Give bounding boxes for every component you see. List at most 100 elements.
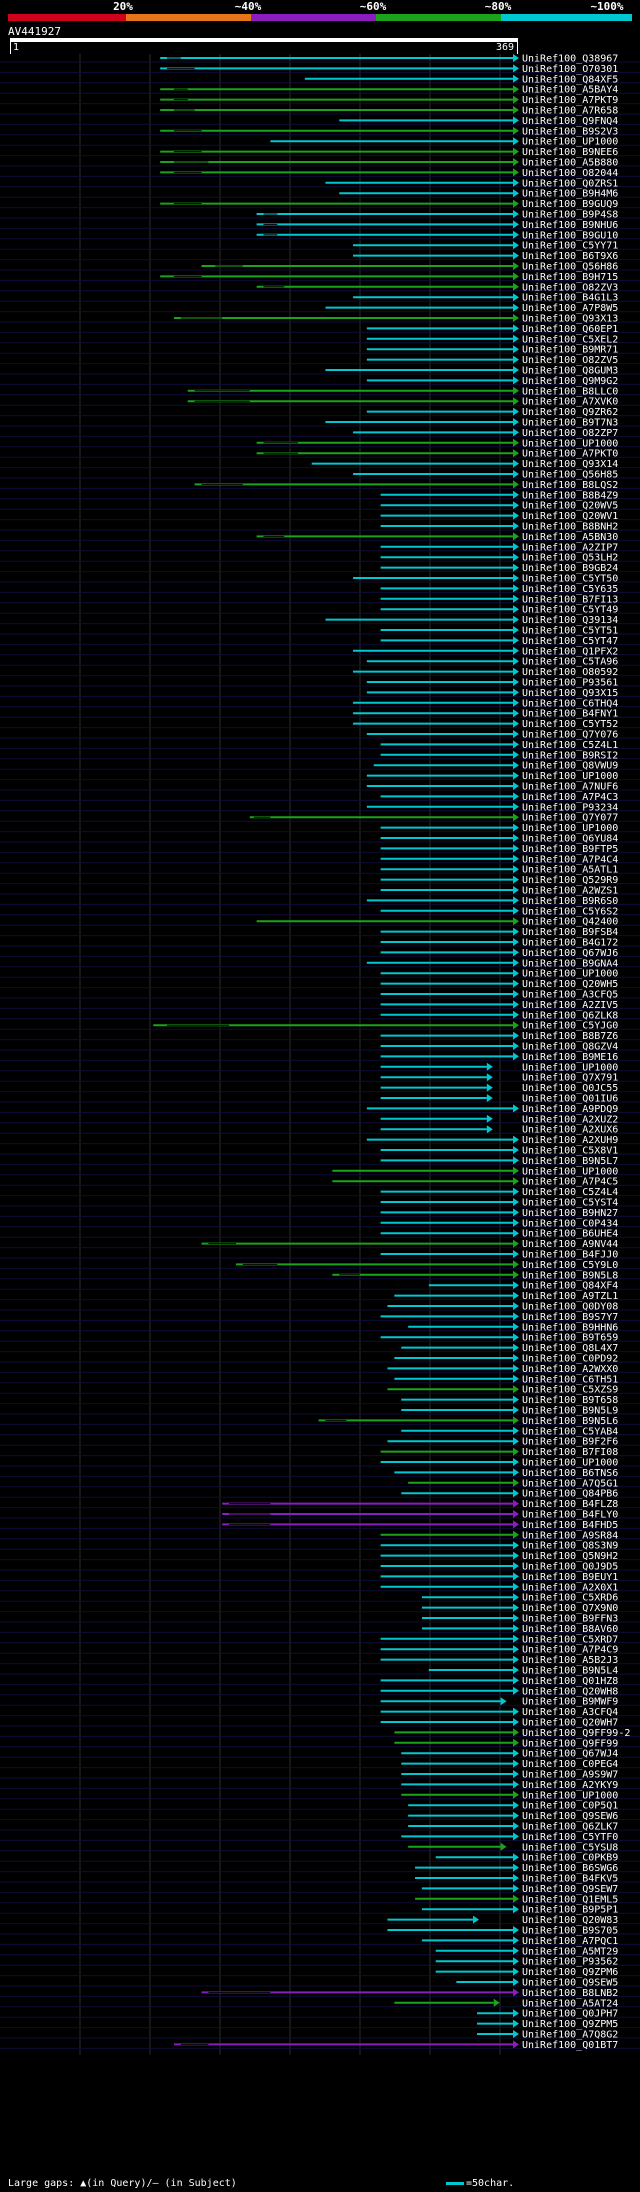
hit-row[interactable]: UniRef100_A2YKY9 [401,1780,618,1791]
hit-label[interactable]: UniRef100_Q01BT7 [522,2040,618,2051]
hit-row[interactable]: UniRef100_C5YSU8 [408,1842,618,1853]
hit-label[interactable]: UniRef100_C0PKB9 [522,1853,618,1864]
hit-row[interactable]: UniRef100_B9N5L8 [332,1270,618,1281]
hit-row[interactable]: UniRef100_UP1000 [380,1062,619,1073]
hit-label[interactable]: UniRef100_Q38967 [522,54,618,65]
hit-label[interactable]: UniRef100_A5ATL1 [522,865,618,876]
hit-row[interactable]: UniRef100_A7Q5G1 [408,1478,618,1489]
hit-row[interactable]: UniRef100_B9GNA4 [366,958,618,969]
hit-label[interactable]: UniRef100_Q93X15 [522,688,618,699]
hit-label[interactable]: UniRef100_A9SR84 [522,1530,618,1541]
hit-row[interactable]: UniRef100_A5BN30 [256,532,619,543]
hit-row[interactable]: UniRef100_Q1PFX2 [353,646,618,657]
hit-row[interactable]: UniRef100_Q0ZRS1 [325,178,618,189]
hit-label[interactable]: UniRef100_A9TZL1 [522,1291,618,1302]
hit-row[interactable]: UniRef100_B6SWG6 [415,1863,618,1874]
hit-label[interactable]: UniRef100_UP1000 [522,438,618,449]
hit-row[interactable]: UniRef100_C5YJG0 [153,1021,618,1032]
hit-label[interactable]: UniRef100_A9NV44 [522,1239,618,1250]
hit-label[interactable]: UniRef100_B9F2F6 [522,1437,618,1448]
hit-row[interactable]: UniRef100_A7P4C4 [380,854,619,865]
hit-label[interactable]: UniRef100_A2XUH9 [522,1135,618,1146]
hit-row[interactable]: UniRef100_Q7Y076 [366,730,618,741]
hit-label[interactable]: UniRef100_Q1EML5 [522,1894,618,1905]
hit-row[interactable]: UniRef100_A7XVK0 [187,397,619,408]
hit-row[interactable]: UniRef100_B6T9X6 [353,251,618,262]
hit-label[interactable]: UniRef100_Q8GUM3 [522,366,618,377]
hit-row[interactable]: UniRef100_C5XRD7 [380,1634,619,1645]
hit-label[interactable]: UniRef100_A5AT24 [522,1998,618,2009]
hit-row[interactable]: UniRef100_O70301 [160,64,618,75]
hit-row[interactable]: UniRef100_Q0JC55 [380,1083,619,1094]
hit-row[interactable]: UniRef100_B9ME16 [380,1052,619,1063]
hit-row[interactable]: UniRef100_B9S705 [387,1926,618,1937]
hit-label[interactable]: UniRef100_A7PKT9 [522,95,618,106]
hit-label[interactable]: UniRef100_Q529R9 [522,875,618,886]
hit-label[interactable]: UniRef100_C5YT51 [522,626,618,637]
hit-row[interactable]: UniRef100_B6UHE4 [380,1229,619,1240]
hit-label[interactable]: UniRef100_B7FI08 [522,1447,618,1458]
hit-label[interactable]: UniRef100_A3CFQ5 [522,990,618,1001]
hit-row[interactable]: UniRef100_B9HN27 [380,1208,619,1219]
hit-label[interactable]: UniRef100_Q93X14 [522,459,618,470]
hit-label[interactable]: UniRef100_Q9FNQ4 [522,116,618,127]
hit-label[interactable]: UniRef100_Q53LH2 [522,553,618,564]
hit-label[interactable]: UniRef100_Q84PB6 [522,1489,618,1500]
hit-label[interactable]: UniRef100_B4G1L3 [522,293,618,304]
hit-label[interactable]: UniRef100_B9N5L7 [522,1156,618,1167]
hit-row[interactable]: UniRef100_B9GU10 [256,230,619,241]
hit-row[interactable]: UniRef100_A9TZL1 [394,1291,618,1302]
hit-row[interactable]: UniRef100_Q9ZR62 [366,407,618,418]
hit-row[interactable]: UniRef100_A5B880 [160,158,618,169]
hit-row[interactable]: UniRef100_UP1000 [270,137,618,148]
hit-row[interactable]: UniRef100_A7PQC1 [421,1936,618,1947]
hit-row[interactable]: UniRef100_B4FLY0 [222,1510,618,1521]
hit-row[interactable]: UniRef100_B4FKV5 [415,1874,618,1885]
hit-label[interactable]: UniRef100_A7P8W5 [522,303,618,314]
hit-row[interactable]: UniRef100_A2WZS1 [380,886,619,897]
hit-label[interactable]: UniRef100_Q0JPH7 [522,2009,618,2020]
hit-row[interactable]: UniRef100_Q20WH7 [380,1718,619,1729]
hit-row[interactable]: UniRef100_A7P4C5 [332,1177,618,1188]
hit-row[interactable]: UniRef100_B9S7Y7 [380,1312,619,1323]
hit-row[interactable]: UniRef100_A9NV44 [201,1239,619,1250]
hit-row[interactable]: UniRef100_Q7X9N0 [421,1603,618,1614]
hit-row[interactable]: UniRef100_A5B2J3 [380,1655,619,1666]
hit-label[interactable]: UniRef100_A5B880 [522,158,618,169]
hit-label[interactable]: UniRef100_Q20W83 [522,1915,618,1926]
hit-label[interactable]: UniRef100_B6SWG6 [522,1863,618,1874]
hit-row[interactable]: UniRef100_Q7X791 [380,1073,619,1084]
hit-label[interactable]: UniRef100_B9FTP5 [522,844,618,855]
hit-label[interactable]: UniRef100_Q9M9G2 [522,376,618,387]
hit-row[interactable]: UniRef100_B9FFN3 [421,1614,618,1625]
hit-row[interactable]: UniRef100_B8LLC0 [187,386,619,397]
hit-label[interactable]: UniRef100_C6THQ4 [522,698,618,709]
hit-row[interactable]: UniRef100_A5AT24 [394,1998,618,2009]
hit-row[interactable]: UniRef100_C5XEL2 [366,334,618,345]
hit-label[interactable]: UniRef100_C0PEG4 [522,1759,618,1770]
hit-label[interactable]: UniRef100_B8BNH2 [522,522,618,533]
hit-label[interactable]: UniRef100_Q9ZR62 [522,407,618,418]
hit-label[interactable]: UniRef100_C5TA96 [522,657,618,668]
hit-label[interactable]: UniRef100_B9P5P1 [522,1905,618,1916]
hit-label[interactable]: UniRef100_Q20WV1 [522,511,618,522]
hit-label[interactable]: UniRef100_B9EUY1 [522,1572,618,1583]
hit-label[interactable]: UniRef100_P93562 [522,1957,618,1968]
hit-row[interactable]: UniRef100_B9NHU6 [256,220,619,231]
hit-row[interactable]: UniRef100_Q93X13 [173,314,618,325]
hit-label[interactable]: UniRef100_B4FLZ8 [522,1499,618,1510]
hit-row[interactable]: UniRef100_B9S2V3 [160,126,618,137]
hit-row[interactable]: UniRef100_C0P5Q1 [408,1801,618,1812]
hit-label[interactable]: UniRef100_C0P5Q1 [522,1801,618,1812]
hit-row[interactable]: UniRef100_B9FSB4 [380,927,619,938]
hit-label[interactable]: UniRef100_B9N5L9 [522,1406,618,1417]
hit-label[interactable]: UniRef100_Q9ZPM6 [522,1967,618,1978]
hit-row[interactable]: UniRef100_B9RSI2 [380,750,619,761]
hit-row[interactable]: UniRef100_B9N5L4 [428,1666,619,1677]
hit-row[interactable]: UniRef100_B9P4S8 [256,210,619,221]
hit-row[interactable]: UniRef100_B9FTP5 [380,844,619,855]
hit-label[interactable]: UniRef100_A7P4C3 [522,792,618,803]
hit-row[interactable]: UniRef100_A7PKT0 [256,449,619,460]
hit-label[interactable]: UniRef100_B9S2V3 [522,126,618,137]
hit-label[interactable]: UniRef100_A5MT29 [522,1946,618,1957]
